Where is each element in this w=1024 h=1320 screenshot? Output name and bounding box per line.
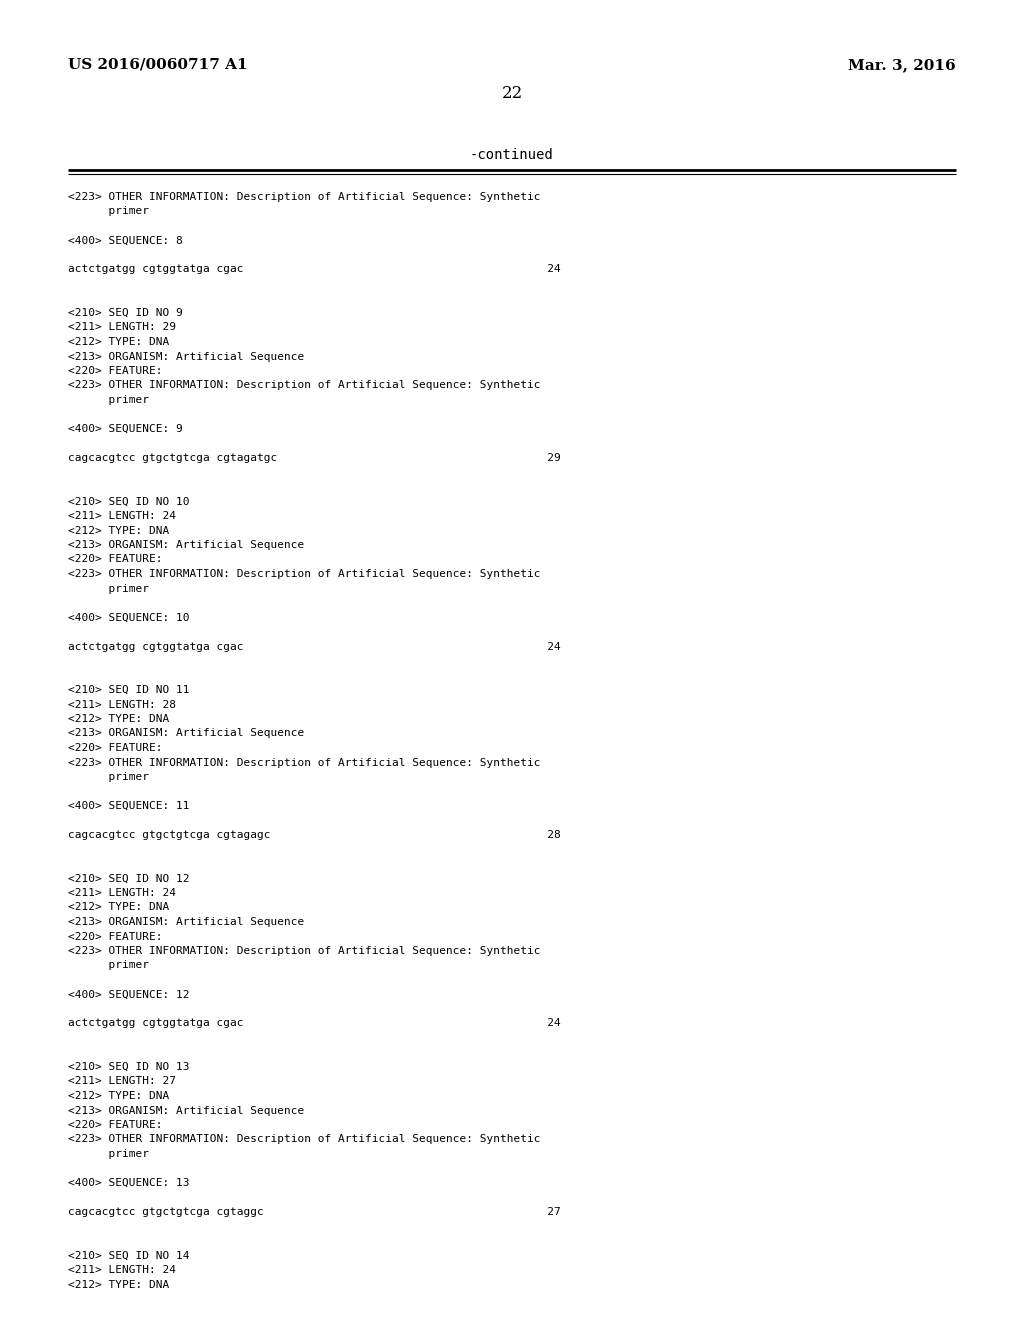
Text: <210> SEQ ID NO 11: <210> SEQ ID NO 11	[68, 685, 189, 696]
Text: primer: primer	[68, 395, 150, 405]
Text: 22: 22	[502, 84, 522, 102]
Text: <212> TYPE: DNA: <212> TYPE: DNA	[68, 337, 169, 347]
Text: <400> SEQUENCE: 12: <400> SEQUENCE: 12	[68, 990, 189, 999]
Text: <210> SEQ ID NO 14: <210> SEQ ID NO 14	[68, 1250, 189, 1261]
Text: <210> SEQ ID NO 12: <210> SEQ ID NO 12	[68, 874, 189, 883]
Text: <212> TYPE: DNA: <212> TYPE: DNA	[68, 1279, 169, 1290]
Text: primer: primer	[68, 583, 150, 594]
Text: <213> ORGANISM: Artificial Sequence: <213> ORGANISM: Artificial Sequence	[68, 540, 304, 550]
Text: <211> LENGTH: 29: <211> LENGTH: 29	[68, 322, 176, 333]
Text: actctgatgg cgtggtatga cgac                                             24: actctgatgg cgtggtatga cgac 24	[68, 264, 561, 275]
Text: <220> FEATURE:: <220> FEATURE:	[68, 554, 163, 565]
Text: <400> SEQUENCE: 11: <400> SEQUENCE: 11	[68, 801, 189, 810]
Text: Mar. 3, 2016: Mar. 3, 2016	[848, 58, 956, 73]
Text: <213> ORGANISM: Artificial Sequence: <213> ORGANISM: Artificial Sequence	[68, 1106, 304, 1115]
Text: primer: primer	[68, 206, 150, 216]
Text: US 2016/0060717 A1: US 2016/0060717 A1	[68, 58, 248, 73]
Text: primer: primer	[68, 1148, 150, 1159]
Text: actctgatgg cgtggtatga cgac                                             24: actctgatgg cgtggtatga cgac 24	[68, 1019, 561, 1028]
Text: <210> SEQ ID NO 9: <210> SEQ ID NO 9	[68, 308, 182, 318]
Text: cagcacgtcc gtgctgtcga cgtagagc                                         28: cagcacgtcc gtgctgtcga cgtagagc 28	[68, 830, 561, 840]
Text: <223> OTHER INFORMATION: Description of Artificial Sequence: Synthetic: <223> OTHER INFORMATION: Description of …	[68, 569, 541, 579]
Text: cagcacgtcc gtgctgtcga cgtagatgc                                        29: cagcacgtcc gtgctgtcga cgtagatgc 29	[68, 453, 561, 463]
Text: <220> FEATURE:: <220> FEATURE:	[68, 1119, 163, 1130]
Text: <212> TYPE: DNA: <212> TYPE: DNA	[68, 1092, 169, 1101]
Text: <220> FEATURE:: <220> FEATURE:	[68, 743, 163, 752]
Text: <211> LENGTH: 27: <211> LENGTH: 27	[68, 1077, 176, 1086]
Text: <212> TYPE: DNA: <212> TYPE: DNA	[68, 903, 169, 912]
Text: <220> FEATURE:: <220> FEATURE:	[68, 366, 163, 376]
Text: <211> LENGTH: 24: <211> LENGTH: 24	[68, 511, 176, 521]
Text: primer: primer	[68, 772, 150, 781]
Text: <223> OTHER INFORMATION: Description of Artificial Sequence: Synthetic: <223> OTHER INFORMATION: Description of …	[68, 946, 541, 956]
Text: <400> SEQUENCE: 13: <400> SEQUENCE: 13	[68, 1177, 189, 1188]
Text: <211> LENGTH: 24: <211> LENGTH: 24	[68, 1265, 176, 1275]
Text: <400> SEQUENCE: 8: <400> SEQUENCE: 8	[68, 235, 182, 246]
Text: <211> LENGTH: 24: <211> LENGTH: 24	[68, 888, 176, 898]
Text: <213> ORGANISM: Artificial Sequence: <213> ORGANISM: Artificial Sequence	[68, 351, 304, 362]
Text: <223> OTHER INFORMATION: Description of Artificial Sequence: Synthetic: <223> OTHER INFORMATION: Description of …	[68, 191, 541, 202]
Text: <220> FEATURE:: <220> FEATURE:	[68, 932, 163, 941]
Text: <212> TYPE: DNA: <212> TYPE: DNA	[68, 714, 169, 723]
Text: <211> LENGTH: 28: <211> LENGTH: 28	[68, 700, 176, 710]
Text: <223> OTHER INFORMATION: Description of Artificial Sequence: Synthetic: <223> OTHER INFORMATION: Description of …	[68, 1134, 541, 1144]
Text: <212> TYPE: DNA: <212> TYPE: DNA	[68, 525, 169, 536]
Text: <400> SEQUENCE: 9: <400> SEQUENCE: 9	[68, 424, 182, 434]
Text: <400> SEQUENCE: 10: <400> SEQUENCE: 10	[68, 612, 189, 623]
Text: <223> OTHER INFORMATION: Description of Artificial Sequence: Synthetic: <223> OTHER INFORMATION: Description of …	[68, 758, 541, 767]
Text: cagcacgtcc gtgctgtcga cgtaggc                                          27: cagcacgtcc gtgctgtcga cgtaggc 27	[68, 1206, 561, 1217]
Text: <213> ORGANISM: Artificial Sequence: <213> ORGANISM: Artificial Sequence	[68, 729, 304, 738]
Text: -continued: -continued	[470, 148, 554, 162]
Text: <223> OTHER INFORMATION: Description of Artificial Sequence: Synthetic: <223> OTHER INFORMATION: Description of …	[68, 380, 541, 391]
Text: primer: primer	[68, 961, 150, 970]
Text: actctgatgg cgtggtatga cgac                                             24: actctgatgg cgtggtatga cgac 24	[68, 642, 561, 652]
Text: <210> SEQ ID NO 10: <210> SEQ ID NO 10	[68, 496, 189, 507]
Text: <213> ORGANISM: Artificial Sequence: <213> ORGANISM: Artificial Sequence	[68, 917, 304, 927]
Text: <210> SEQ ID NO 13: <210> SEQ ID NO 13	[68, 1063, 189, 1072]
